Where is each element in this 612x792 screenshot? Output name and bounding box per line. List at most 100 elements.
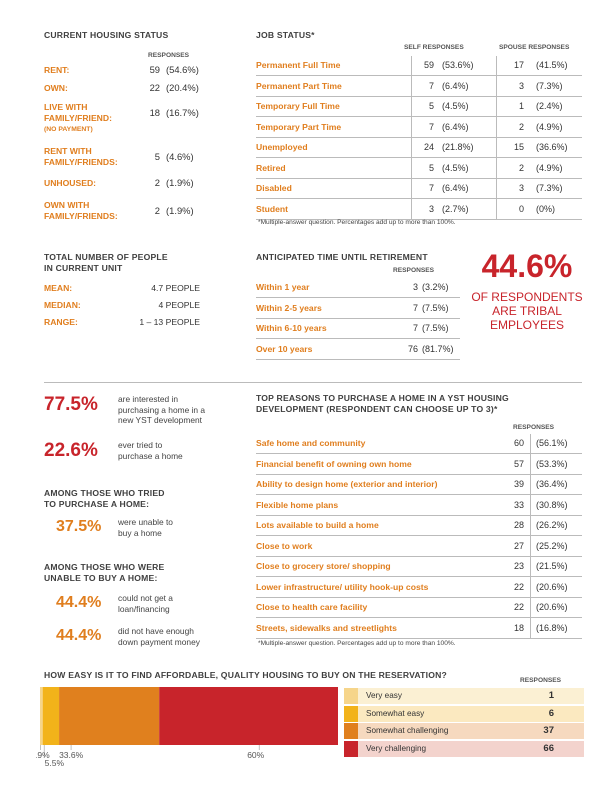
housing-title: CURRENT HOUSING STATUS — [44, 30, 169, 40]
job-row: Student 3 (2.7%) 0 (0%) — [256, 200, 582, 220]
job-row-label: Retired — [256, 162, 286, 173]
housing-label-line: RENT WITH — [44, 146, 92, 156]
housing-row-label: LIVE WITH FAMILY/FRIEND: (NO PAYMENT) — [44, 102, 112, 135]
legend-count: 6 — [548, 707, 554, 719]
tribal-stat-value: 44.6% — [481, 248, 573, 284]
reason-row-count: 27 — [513, 540, 524, 551]
legend-swatch — [344, 705, 358, 722]
bar-segment-somewhat-challenging — [59, 687, 160, 745]
housing-row-label: OWN WITH FAMILY/FRIENDS: — [44, 200, 118, 222]
reason-row-label: Flexible home plans — [256, 499, 339, 510]
tried-line-2: purchase a home — [118, 450, 183, 461]
housing-responses-header: RESPONSES — [148, 52, 190, 59]
chart-title: HOW EASY IS IT TO FIND AFFORDABLE, QUALI… — [44, 670, 447, 680]
retirement-responses-header: RESPONSES — [393, 267, 435, 274]
bar-segment-very-easy — [40, 687, 43, 745]
interested-stat-value: 77.5% — [44, 394, 98, 415]
reason-row-percent: (56.1%) — [536, 438, 568, 448]
reasons-responses-header: RESPONSES — [513, 424, 555, 431]
job-row: Permanent Part Time 7 (6.4%) 3 (7.3%) — [256, 77, 582, 97]
reason-row: Flexible home plans 33 (30.8%) — [256, 496, 582, 516]
tried-heading-line-1: AMONG THOSE WHO TRIED — [44, 488, 165, 498]
legend-item: Somewhat easy 6 — [344, 705, 584, 722]
unable-line-2: buy a home — [118, 527, 162, 538]
job-row-label: Permanent Part Time — [256, 80, 342, 91]
reason-row: Ability to design home (exterior and int… — [256, 475, 582, 495]
job-self-percent: (21.8%) — [442, 142, 474, 152]
reason-row-label: Financial benefit of owning own home — [256, 458, 412, 469]
housing-label-line: FAMILY/FRIENDS: — [44, 157, 118, 167]
tried-stat-value: 22.6% — [44, 440, 98, 461]
legend-swatch — [344, 740, 358, 757]
interested-line-2: purchasing a home in a — [118, 404, 206, 415]
retirement-row: Within 1 year 3 (3.2%) — [256, 278, 460, 298]
reason-row-label: Close to health care facility — [256, 602, 368, 612]
job-spouse-count: 15 — [513, 142, 524, 152]
chart-responses-header: RESPONSES — [520, 677, 562, 684]
housing-row-count: 2 — [154, 205, 160, 216]
reason-row: Close to health care facility 22 (20.6%) — [256, 598, 582, 618]
job-spouse-percent: (36.6%) — [536, 142, 568, 152]
housing-row-percent: (4.6%) — [166, 151, 194, 162]
housing-row-percent: (54.6%) — [166, 64, 199, 75]
housing-row-label: RENT: — [44, 65, 69, 76]
housing-label-line: LIVE WITH — [44, 102, 88, 112]
job-row: Disabled 7 (6.4%) 3 (7.3%) — [256, 179, 582, 199]
housing-label-line: OWN: — [44, 83, 68, 93]
reason-row-label: Close to work — [256, 540, 313, 551]
legend-item: Very challenging 66 — [344, 740, 584, 757]
job-row-label: Disabled — [256, 183, 292, 193]
unable-stat-text: were unable to buy a home — [118, 517, 173, 538]
bar-segment-somewhat-easy — [42, 687, 60, 745]
job-self-header: SELF RESPONSES — [404, 44, 464, 51]
interested-stat-text: are interested in purchasing a home in a… — [118, 394, 205, 426]
tribal-stat-text: OF RESPONDENTS ARE TRIBAL EMPLOYEES — [468, 290, 586, 332]
job-self-percent: (6.4%) — [442, 183, 469, 193]
job-spouse-count: 2 — [518, 162, 524, 173]
reason-row-percent: (21.5%) — [536, 561, 568, 571]
reason-row-percent: (25.2%) — [536, 540, 568, 551]
loan-stat-value: 44.4% — [56, 594, 102, 611]
job-self-count: 5 — [428, 162, 434, 173]
tried-stat-text: ever tried to purchase a home — [118, 440, 183, 461]
reason-row-count: 22 — [513, 602, 524, 612]
reasons-note: *Multiple-answer question. Percentages a… — [258, 640, 456, 647]
people-title-line-2: IN CURRENT UNIT — [44, 263, 123, 273]
legend-label: Somewhat challenging — [366, 726, 449, 735]
housing-ease-chart: 0.9%5.5%33.6% 60% — [36, 687, 338, 768]
reason-row-percent: (36.4%) — [536, 479, 568, 489]
legend-label: Somewhat easy — [366, 708, 425, 718]
reason-row-count: 39 — [513, 479, 524, 489]
job-self-count: 7 — [428, 183, 434, 193]
legend-count: 1 — [548, 690, 554, 701]
job-spouse-count: 0 — [518, 203, 524, 214]
people-row-value: 1 – 13 PEOPLE — [139, 317, 200, 327]
reason-row: Lots available to build a home 28 (26.2%) — [256, 516, 582, 536]
people-row-value: 4.7 PEOPLE — [151, 283, 200, 293]
percent-label: 0.9% — [36, 750, 50, 760]
retirement-row-percent: (7.5%) — [422, 302, 449, 313]
job-self-percent: (6.4%) — [442, 121, 469, 132]
job-row-label: Temporary Full Time — [256, 101, 340, 111]
legend-item: Very easy 1 — [344, 688, 584, 704]
retirement-row-count: 76 — [407, 343, 418, 354]
reason-row-percent: (20.6%) — [536, 602, 568, 612]
bar-segment-very-challenging — [159, 687, 338, 745]
reason-row-label: Lower infrastructure/ utility hook-up co… — [256, 581, 429, 592]
reasons-title-line-2: DEVELOPMENT (RESPONDENT CAN CHOOSE UP TO… — [256, 404, 498, 414]
reason-row-label: Streets, sidewalks and streetlights — [256, 622, 397, 633]
job-row: Retired 5 (4.5%) 2 (4.9%) — [256, 159, 582, 179]
housing-row-percent: (16.7%) — [166, 107, 199, 118]
retirement-title: ANTICIPATED TIME UNTIL RETIREMENT — [256, 252, 428, 262]
job-spouse-percent: (0%) — [536, 203, 556, 214]
downpay-line-2: down payment money — [118, 636, 200, 647]
reason-row-count: 22 — [513, 581, 524, 592]
unable-heading: AMONG THOSE WHO WERE UNABLE TO BUY A HOM… — [44, 562, 165, 584]
reason-row: Financial benefit of owning own home 57 (5… — [256, 455, 582, 475]
retirement-row-label: Within 2-5 years — [256, 302, 322, 313]
interested-line-1: are interested in — [118, 394, 179, 404]
housing-row-label: OWN: — [44, 83, 68, 94]
legend-count: 37 — [543, 725, 554, 736]
housing-label-line: FAMILY/FRIENDS: — [44, 211, 118, 221]
housing-row-percent: (20.4%) — [166, 82, 199, 93]
